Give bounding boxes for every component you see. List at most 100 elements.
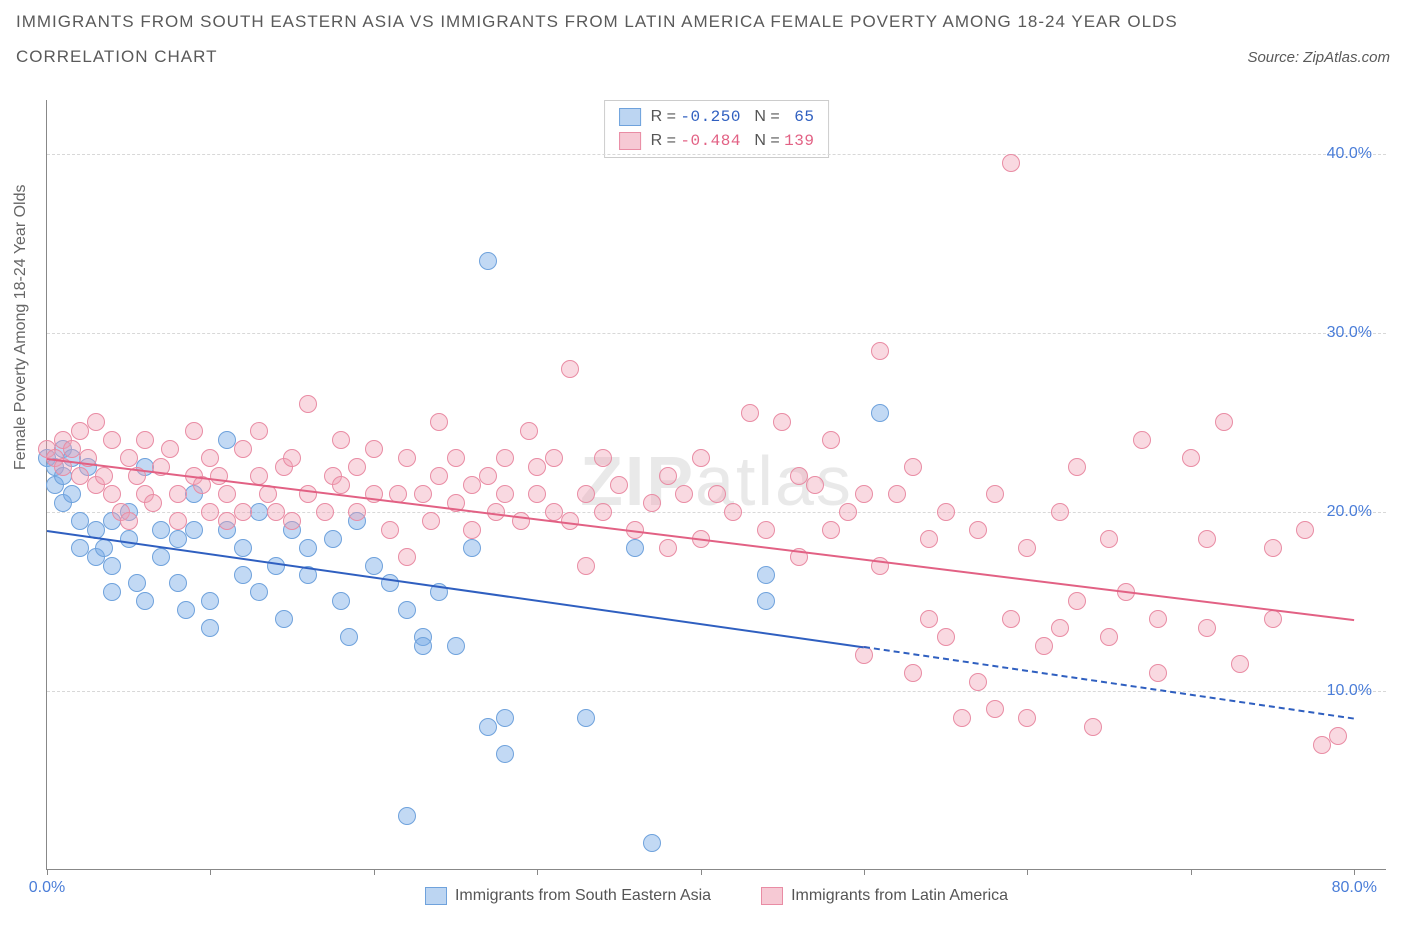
source-attribution: Source: ZipAtlas.com <box>1247 49 1390 66</box>
data-point <box>692 449 710 467</box>
data-point <box>71 512 89 530</box>
x-tick <box>537 869 538 875</box>
data-point <box>741 404 759 422</box>
legend-item: Immigrants from South Eastern Asia <box>425 887 711 905</box>
data-point <box>757 566 775 584</box>
regression-line <box>47 530 864 648</box>
data-point <box>463 539 481 557</box>
title-block: IMMIGRANTS FROM SOUTH EASTERN ASIA VS IM… <box>16 8 1390 70</box>
data-point <box>520 422 538 440</box>
data-point <box>561 360 579 378</box>
data-point <box>381 521 399 539</box>
data-point <box>63 440 81 458</box>
data-point <box>201 503 219 521</box>
data-point <box>1149 610 1167 628</box>
data-point <box>398 601 416 619</box>
x-tick <box>1027 869 1028 875</box>
data-point <box>430 413 448 431</box>
data-point <box>1100 530 1118 548</box>
data-point <box>87 413 105 431</box>
scatter-chart: ZIPatlas R = -0.250 N = 65R = -0.484 N =… <box>46 100 1386 870</box>
data-point <box>299 539 317 557</box>
data-point <box>577 485 595 503</box>
data-point <box>103 557 121 575</box>
y-tick-label: 10.0% <box>1327 682 1372 700</box>
data-point <box>708 485 726 503</box>
data-point <box>1018 709 1036 727</box>
data-point <box>398 449 416 467</box>
data-point <box>1231 655 1249 673</box>
data-point <box>103 583 121 601</box>
data-point <box>398 548 416 566</box>
data-point <box>169 485 187 503</box>
y-axis-label: Female Poverty Among 18-24 Year Olds <box>12 185 30 471</box>
data-point <box>855 485 873 503</box>
data-point <box>904 458 922 476</box>
legend-stats: R = -0.484 N = 139 <box>651 129 815 153</box>
data-point <box>528 458 546 476</box>
data-point <box>463 521 481 539</box>
data-point <box>1100 628 1118 646</box>
data-point <box>594 449 612 467</box>
data-point <box>414 485 432 503</box>
data-point <box>185 422 203 440</box>
data-point <box>218 512 236 530</box>
data-point <box>316 503 334 521</box>
data-point <box>1198 530 1216 548</box>
data-point <box>324 530 342 548</box>
data-point <box>234 440 252 458</box>
data-point <box>283 512 301 530</box>
regression-line <box>864 646 1355 720</box>
data-point <box>210 467 228 485</box>
legend-label: Immigrants from Latin America <box>791 887 1008 905</box>
data-point <box>757 521 775 539</box>
data-point <box>185 521 203 539</box>
data-point <box>1133 431 1151 449</box>
legend-label: Immigrants from South Eastern Asia <box>455 887 711 905</box>
data-point <box>447 449 465 467</box>
data-point <box>63 485 81 503</box>
data-point <box>169 574 187 592</box>
legend-swatch <box>619 108 641 126</box>
data-point <box>447 637 465 655</box>
data-point <box>120 512 138 530</box>
data-point <box>643 834 661 852</box>
data-point <box>95 467 113 485</box>
data-point <box>463 476 481 494</box>
data-point <box>120 449 138 467</box>
x-tick <box>374 869 375 875</box>
data-point <box>103 485 121 503</box>
gridline <box>47 333 1386 334</box>
y-tick-label: 30.0% <box>1327 324 1372 342</box>
data-point <box>871 404 889 422</box>
legend-item: Immigrants from Latin America <box>761 887 1008 905</box>
data-point <box>1149 664 1167 682</box>
data-point <box>757 592 775 610</box>
data-point <box>348 503 366 521</box>
data-point <box>1313 736 1331 754</box>
data-point <box>496 709 514 727</box>
data-point <box>512 512 530 530</box>
data-point <box>332 431 350 449</box>
chart-title: IMMIGRANTS FROM SOUTH EASTERN ASIA VS IM… <box>16 8 1390 35</box>
data-point <box>1329 727 1347 745</box>
data-point <box>234 539 252 557</box>
x-tick <box>210 869 211 875</box>
data-point <box>348 458 366 476</box>
data-point <box>365 440 383 458</box>
data-point <box>594 503 612 521</box>
legend-stats: R = -0.250 N = 65 <box>651 105 815 129</box>
data-point <box>937 503 955 521</box>
y-tick-label: 20.0% <box>1327 503 1372 521</box>
data-point <box>103 431 121 449</box>
data-point <box>545 503 563 521</box>
data-point <box>169 512 187 530</box>
data-point <box>920 530 938 548</box>
data-point <box>332 592 350 610</box>
data-point <box>659 539 677 557</box>
data-point <box>790 467 808 485</box>
data-point <box>1002 610 1020 628</box>
data-point <box>1264 610 1282 628</box>
chart-subtitle: CORRELATION CHART <box>16 43 218 70</box>
data-point <box>1051 503 1069 521</box>
